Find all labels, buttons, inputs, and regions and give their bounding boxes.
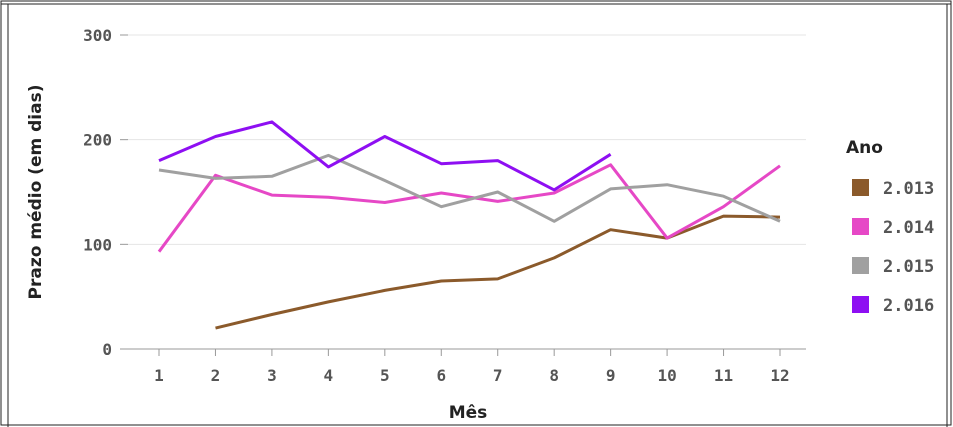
series-line-2.014 bbox=[157, 163, 781, 253]
x-axis-title: Mês bbox=[449, 403, 488, 423]
legend-label: 2.013 bbox=[883, 179, 934, 199]
y-axis: 0 100 200 300 bbox=[83, 26, 128, 359]
legend-label: 2.016 bbox=[883, 296, 934, 316]
x-tick-label: 2 bbox=[211, 366, 221, 385]
series-lines bbox=[157, 120, 781, 330]
y-tick-label: 100 bbox=[83, 235, 112, 254]
legend-title: Ano bbox=[846, 138, 883, 158]
legend-swatch bbox=[852, 257, 869, 274]
x-tick-label: 11 bbox=[714, 366, 733, 385]
x-tick-label: 1 bbox=[154, 366, 164, 385]
x-tick-label: 5 bbox=[380, 366, 390, 385]
legend: Ano 2.013 2.014 2.015 2.016 bbox=[846, 138, 934, 316]
series-line-2.016 bbox=[158, 120, 612, 192]
x-tick-label: 9 bbox=[606, 366, 616, 385]
legend-label: 2.014 bbox=[883, 218, 934, 238]
y-tick-label: 300 bbox=[83, 26, 112, 45]
y-tick-label: 0 bbox=[102, 340, 112, 359]
x-tick-label: 10 bbox=[657, 366, 676, 385]
legend-swatch bbox=[852, 218, 869, 235]
legend-swatch bbox=[852, 179, 869, 196]
x-tick-label: 4 bbox=[324, 366, 334, 385]
x-tick-label: 12 bbox=[770, 366, 789, 385]
y-axis-title: Prazo médio (em dias) bbox=[26, 85, 46, 300]
series-line-2.013 bbox=[215, 214, 781, 330]
gridlines bbox=[128, 34, 806, 245]
x-tick-label: 6 bbox=[436, 366, 446, 385]
legend-label: 2.015 bbox=[883, 257, 934, 277]
y-tick-label: 200 bbox=[83, 131, 112, 150]
x-tick-label: 8 bbox=[549, 366, 559, 385]
x-tick-label: 3 bbox=[267, 366, 277, 385]
legend-swatch bbox=[852, 296, 869, 313]
series-line-2.015 bbox=[158, 153, 781, 223]
x-tick-label: 7 bbox=[493, 366, 503, 385]
x-axis: 1 2 3 4 5 6 7 8 9 10 11 12 bbox=[128, 348, 806, 385]
